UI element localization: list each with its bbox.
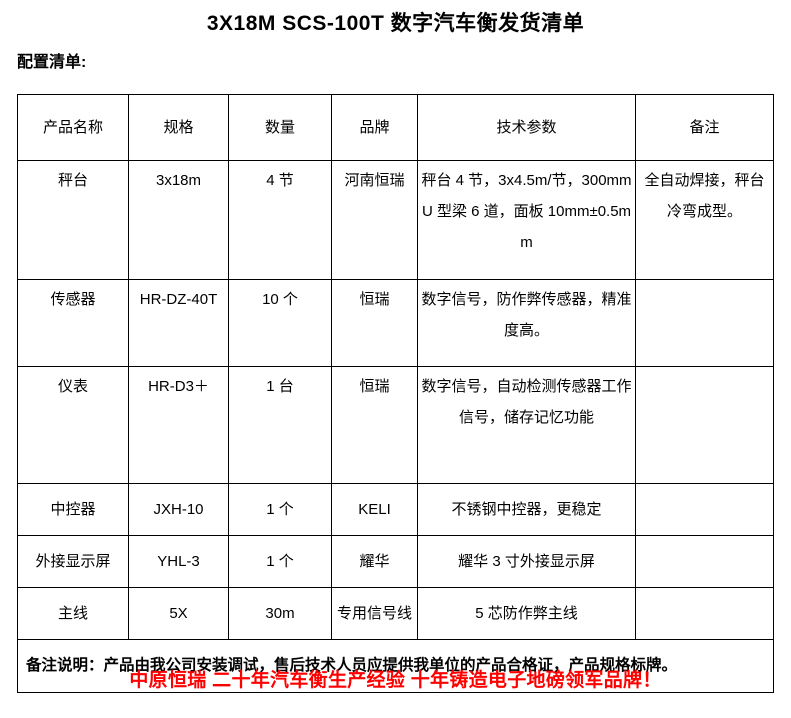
cell-tech-params: 5 芯防作弊主线	[417, 587, 636, 640]
cell-brand: 专用信号线	[331, 587, 418, 640]
company-slogan: 中原恒瑞 二十年汽车衡生产经验 十年铸造电子地磅领军品牌！	[129, 670, 662, 691]
column-header-spec: 规格	[128, 94, 229, 161]
table-row: 仪表 HR-D3＋ 1 台 恒瑞 数字信号，自动检测传感器工作信号，储存记忆功能	[17, 366, 774, 484]
cell-remark	[635, 366, 774, 484]
cell-remark	[635, 587, 774, 640]
cell-tech-params: 秤台 4 节，3x4.5m/节，300mmU 型梁 6 道，面板 10mm±0.…	[417, 160, 636, 280]
table-row: 外接显示屏 YHL-3 1 个 耀华 耀华 3 寸外接显示屏	[17, 535, 774, 588]
cell-tech-params: 耀华 3 寸外接显示屏	[417, 535, 636, 588]
cell-product-name: 传感器	[17, 279, 129, 367]
table-row: 秤台 3x18m 4 节 河南恒瑞 秤台 4 节，3x4.5m/节，300mmU…	[17, 160, 774, 280]
cell-product-name: 仪表	[17, 366, 129, 484]
cell-tech-params: 数字信号，自动检测传感器工作信号，储存记忆功能	[417, 366, 636, 484]
column-header-tech-params: 技术参数	[417, 94, 636, 161]
page-title: 3X18M SCS-100T 数字汽车衡发货清单	[206, 12, 585, 35]
cell-spec: HR-DZ-40T	[128, 279, 229, 367]
cell-quantity: 10 个	[228, 279, 332, 367]
cell-tech-params: 不锈钢中控器，更稳定	[417, 483, 636, 536]
cell-brand: 耀华	[331, 535, 418, 588]
cell-spec: HR-D3＋	[128, 366, 229, 484]
column-header-product-name: 产品名称	[17, 94, 129, 161]
cell-spec: JXH-10	[128, 483, 229, 536]
table-note-row: 备注说明：产品由我公司安装调试，售后技术人员应提供我单位的产品合格证，产品规格标…	[17, 639, 774, 693]
table-row: 中控器 JXH-10 1 个 KELI 不锈钢中控器，更稳定	[17, 483, 774, 536]
configuration-table: 产品名称 规格 数量 品牌 技术参数 备注 秤台 3x18m 4 节 河南恒瑞 …	[17, 94, 774, 693]
table-header-row: 产品名称 规格 数量 品牌 技术参数 备注	[17, 94, 774, 161]
table-row: 传感器 HR-DZ-40T 10 个 恒瑞 数字信号，防作弊传感器，精准度高。	[17, 279, 774, 367]
config-list-label: 配置清单:	[17, 54, 87, 71]
cell-remark	[635, 279, 774, 367]
table-row: 主线 5X 30m 专用信号线 5 芯防作弊主线	[17, 587, 774, 640]
cell-brand: 河南恒瑞	[331, 160, 418, 280]
cell-brand: 恒瑞	[331, 366, 418, 484]
cell-remark	[635, 483, 774, 536]
cell-quantity: 1 个	[228, 535, 332, 588]
cell-tech-params: 数字信号，防作弊传感器，精准度高。	[417, 279, 636, 367]
cell-spec: 5X	[128, 587, 229, 640]
cell-spec: 3x18m	[128, 160, 229, 280]
cell-product-name: 外接显示屏	[17, 535, 129, 588]
cell-quantity: 1 台	[228, 366, 332, 484]
remark-note: 备注说明：产品由我公司安装调试，售后技术人员应提供我单位的产品合格证，产品规格标…	[17, 639, 774, 693]
column-header-remark: 备注	[635, 94, 774, 161]
cell-product-name: 主线	[17, 587, 129, 640]
cell-product-name: 秤台	[17, 160, 129, 280]
column-header-quantity: 数量	[228, 94, 332, 161]
column-header-brand: 品牌	[331, 94, 418, 161]
cell-quantity: 1 个	[228, 483, 332, 536]
cell-brand: KELI	[331, 483, 418, 536]
cell-brand: 恒瑞	[331, 279, 418, 367]
cell-spec: YHL-3	[128, 535, 229, 588]
cell-remark	[635, 535, 774, 588]
cell-remark: 全自动焊接，秤台冷弯成型。	[635, 160, 774, 280]
cell-quantity: 4 节	[228, 160, 332, 280]
cell-product-name: 中控器	[17, 483, 129, 536]
cell-quantity: 30m	[228, 587, 332, 640]
